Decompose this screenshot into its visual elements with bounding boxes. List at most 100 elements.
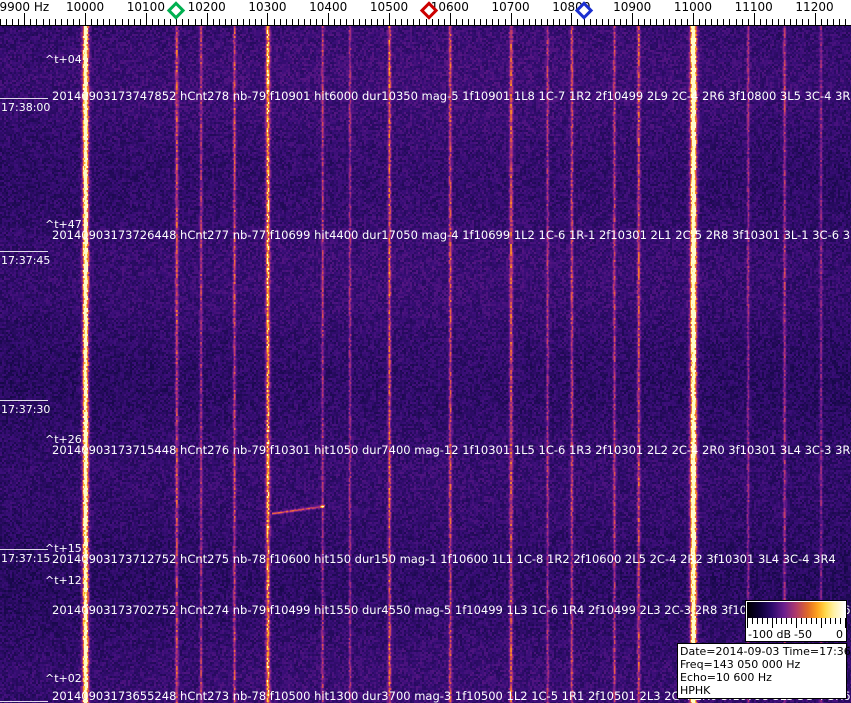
freq-minor-tick <box>772 19 773 26</box>
colorbar-label-max: 0 <box>836 628 843 641</box>
freq-tick-label-10600: 10600 <box>430 0 469 14</box>
freq-minor-tick <box>444 19 445 26</box>
spectrogram-canvas[interactable] <box>0 26 851 703</box>
green-marker[interactable] <box>167 1 186 20</box>
colorbar-tick <box>835 618 836 624</box>
colorbar-tick <box>791 618 792 624</box>
freq-minor-tick <box>316 19 317 26</box>
freq-minor-tick <box>18 19 19 26</box>
freq-minor-tick <box>845 19 846 26</box>
colorbar-tick <box>845 618 846 628</box>
freq-major-tick <box>207 13 208 26</box>
freq-minor-tick <box>188 19 189 26</box>
freq-minor-tick <box>170 19 171 26</box>
freq-minor-tick <box>517 19 518 26</box>
freq-minor-tick <box>565 19 566 26</box>
freq-minor-tick <box>164 19 165 26</box>
freq-tick-label-10400: 10400 <box>309 0 348 14</box>
freq-minor-tick <box>249 19 250 26</box>
freq-minor-tick <box>687 19 688 26</box>
freq-major-tick <box>450 13 451 26</box>
freq-minor-tick <box>808 19 809 26</box>
freq-minor-tick <box>729 19 730 26</box>
freq-minor-tick <box>644 19 645 26</box>
freq-minor-tick <box>535 19 536 26</box>
freq-minor-tick <box>827 19 828 26</box>
freq-minor-tick <box>255 19 256 26</box>
freq-major-tick <box>146 13 147 26</box>
colorbar-gradient <box>747 602 845 618</box>
freq-minor-tick <box>383 19 384 26</box>
freq-minor-tick <box>377 19 378 26</box>
freq-minor-tick <box>304 19 305 26</box>
freq-minor-tick <box>577 19 578 26</box>
freq-minor-tick <box>401 19 402 26</box>
info-freq: Freq=143 050 000 Hz <box>680 658 801 671</box>
freq-minor-tick <box>43 19 44 26</box>
freq-minor-tick <box>742 19 743 26</box>
axis-baseline <box>0 25 851 26</box>
freq-minor-tick <box>237 19 238 26</box>
freq-minor-tick <box>523 19 524 26</box>
colorbar-tick <box>801 618 802 624</box>
freq-minor-tick <box>261 19 262 26</box>
freq-tick-label-11200: 11200 <box>795 0 834 14</box>
freq-minor-tick <box>280 19 281 26</box>
freq-minor-tick <box>91 19 92 26</box>
freq-minor-tick <box>784 19 785 26</box>
freq-minor-tick <box>140 19 141 26</box>
freq-minor-tick <box>371 19 372 26</box>
green-marker-center <box>171 5 182 16</box>
freq-minor-tick <box>286 19 287 26</box>
colorbar-tick <box>747 618 748 628</box>
colorbar-tick <box>781 618 782 624</box>
freq-minor-tick <box>790 19 791 26</box>
freq-minor-tick <box>322 19 323 26</box>
freq-minor-tick <box>602 19 603 26</box>
blue-marker-center <box>578 5 589 16</box>
colorbar-tick <box>767 618 768 624</box>
info-station: HPHK <box>680 684 711 697</box>
colorbar-tick <box>825 618 826 624</box>
freq-minor-tick <box>438 19 439 26</box>
freq-minor-tick <box>407 19 408 26</box>
freq-minor-tick <box>736 19 737 26</box>
freq-minor-tick <box>486 19 487 26</box>
freq-minor-tick <box>213 19 214 26</box>
freq-minor-tick <box>748 19 749 26</box>
freq-minor-tick <box>97 19 98 26</box>
freq-tick-label-11100: 11100 <box>734 0 773 14</box>
freq-minor-tick <box>61 19 62 26</box>
freq-minor-tick <box>474 19 475 26</box>
freq-minor-tick <box>650 19 651 26</box>
freq-major-tick <box>24 13 25 26</box>
freq-minor-tick <box>681 19 682 26</box>
colorbar-tick <box>806 618 807 624</box>
freq-minor-tick <box>49 19 50 26</box>
freq-minor-tick <box>620 19 621 26</box>
frequency-axis: 9900 Hz 10000 10100 10200 10300 10400 10500 106… <box>0 0 851 26</box>
freq-minor-tick <box>340 19 341 26</box>
freq-minor-tick <box>675 19 676 26</box>
freq-minor-tick <box>12 19 13 26</box>
colorbar-tick <box>752 618 753 624</box>
freq-minor-tick <box>419 19 420 26</box>
colorbar-tick <box>830 618 831 624</box>
freq-minor-tick <box>55 19 56 26</box>
freq-major-tick <box>754 13 755 26</box>
freq-tick-label-10500: 10500 <box>369 0 409 14</box>
freq-minor-tick <box>413 19 414 26</box>
freq-minor-tick <box>225 19 226 26</box>
info-echo: Echo=10 600 Hz <box>680 671 772 684</box>
freq-minor-tick <box>231 19 232 26</box>
freq-minor-tick <box>0 19 1 26</box>
freq-minor-tick <box>760 19 761 26</box>
freq-minor-tick <box>778 19 779 26</box>
freq-minor-tick <box>529 19 530 26</box>
freq-minor-tick <box>711 19 712 26</box>
freq-minor-tick <box>36 19 37 26</box>
freq-minor-tick <box>553 19 554 26</box>
freq-minor-tick <box>456 19 457 26</box>
freq-minor-tick <box>122 19 123 26</box>
colorbar-tick <box>772 618 773 628</box>
